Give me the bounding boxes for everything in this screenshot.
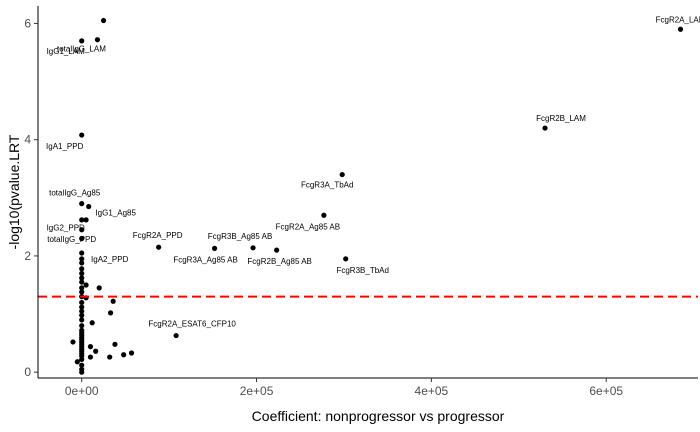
y-axis-ticks: 0 2 4 6	[24, 16, 38, 379]
data-point	[156, 244, 162, 250]
data-point	[79, 312, 85, 318]
point-label: FcgR2A_Ag85 AB	[276, 222, 340, 231]
point-label: FcgR3A_TbAd	[301, 181, 353, 190]
point-label: FcgR3B_TbAd	[336, 266, 388, 275]
data-point	[79, 38, 85, 44]
x-axis-ticks: 0e+00 2e+05 4e+05 6e+05	[65, 378, 623, 398]
data-point	[100, 17, 107, 24]
data-point	[250, 245, 256, 251]
data-point	[211, 245, 218, 251]
data-point	[112, 341, 118, 347]
data-point	[677, 26, 684, 32]
data-point	[79, 217, 85, 223]
point-label: totalIgG_LAM	[57, 45, 106, 54]
data-point	[339, 171, 345, 178]
data-point	[79, 317, 85, 323]
point-label: IgG1_Ag85	[95, 209, 136, 218]
data-point	[93, 348, 99, 354]
data-point	[121, 352, 127, 358]
data-point	[94, 37, 101, 43]
data-point	[83, 282, 89, 288]
point-label: FcgR2A_PPD	[133, 231, 183, 240]
x-tick-label: 0e+00	[65, 384, 99, 398]
data-point	[79, 256, 85, 262]
y-tick-label: 2	[24, 249, 31, 263]
data-point	[70, 339, 76, 345]
data-point	[107, 354, 113, 360]
point-label: FcgR3B_Ag85 AB	[208, 232, 272, 241]
data-point	[79, 266, 85, 272]
data-point	[79, 299, 85, 306]
data-point	[79, 285, 85, 291]
data-point	[89, 320, 95, 326]
data-point	[87, 354, 94, 360]
x-tick-label: 2e+05	[240, 384, 274, 398]
point-label: FcgR3A_Ag85 AB	[173, 255, 237, 264]
data-point	[79, 289, 85, 295]
data-point	[79, 227, 85, 233]
data-point	[79, 356, 85, 362]
data-point	[173, 332, 179, 339]
data-point	[321, 212, 327, 218]
x-axis-title: Coefficient: nonprogressor vs progressor	[252, 408, 505, 424]
point-label: IgG2_PPD	[47, 224, 85, 233]
data-point	[79, 275, 85, 281]
y-tick-label: 6	[24, 16, 31, 30]
data-point	[79, 201, 85, 207]
data-point	[110, 298, 116, 304]
data-point	[79, 250, 85, 256]
data-point	[79, 308, 85, 314]
point-label: totalIgG_Ag85	[49, 189, 101, 198]
point-label: FcgR2A_ESAT6_CFP10	[148, 320, 236, 329]
data-point	[86, 203, 92, 210]
point-label: IgG1_LAM	[47, 47, 86, 56]
point-label: IgA1_PPD	[46, 142, 84, 151]
x-tick-label: 4e+05	[415, 384, 449, 398]
point-label: IgA2_PPD	[91, 255, 129, 264]
data-point	[542, 125, 548, 131]
data-point	[128, 350, 135, 356]
y-tick-label: 0	[24, 365, 31, 379]
data-point	[83, 217, 89, 223]
data-point	[107, 310, 114, 316]
plot-area	[70, 17, 684, 375]
data-point	[79, 369, 85, 375]
data-point	[79, 279, 85, 285]
point-label: FcgR2B_Ag85 AB	[247, 257, 311, 266]
point-label: FcgR2A_LAM	[656, 15, 700, 24]
point-label: FcgR2B_LAM	[536, 114, 586, 123]
data-point	[343, 256, 349, 262]
y-tick-label: 4	[24, 133, 31, 147]
data-point	[79, 304, 85, 310]
data-point	[79, 132, 85, 138]
data-point	[96, 285, 102, 291]
data-point	[79, 323, 85, 329]
data-point	[79, 260, 85, 266]
data-point	[74, 359, 80, 365]
data-point	[79, 270, 85, 276]
data-point	[274, 247, 280, 253]
data-point	[87, 344, 94, 350]
data-point	[79, 235, 85, 242]
y-axis-title: -log10(pvalue.LRT	[6, 134, 22, 249]
point-label: totalIgG_PPD	[47, 235, 96, 244]
data-point	[79, 362, 85, 368]
x-tick-label: 6e+05	[589, 384, 623, 398]
